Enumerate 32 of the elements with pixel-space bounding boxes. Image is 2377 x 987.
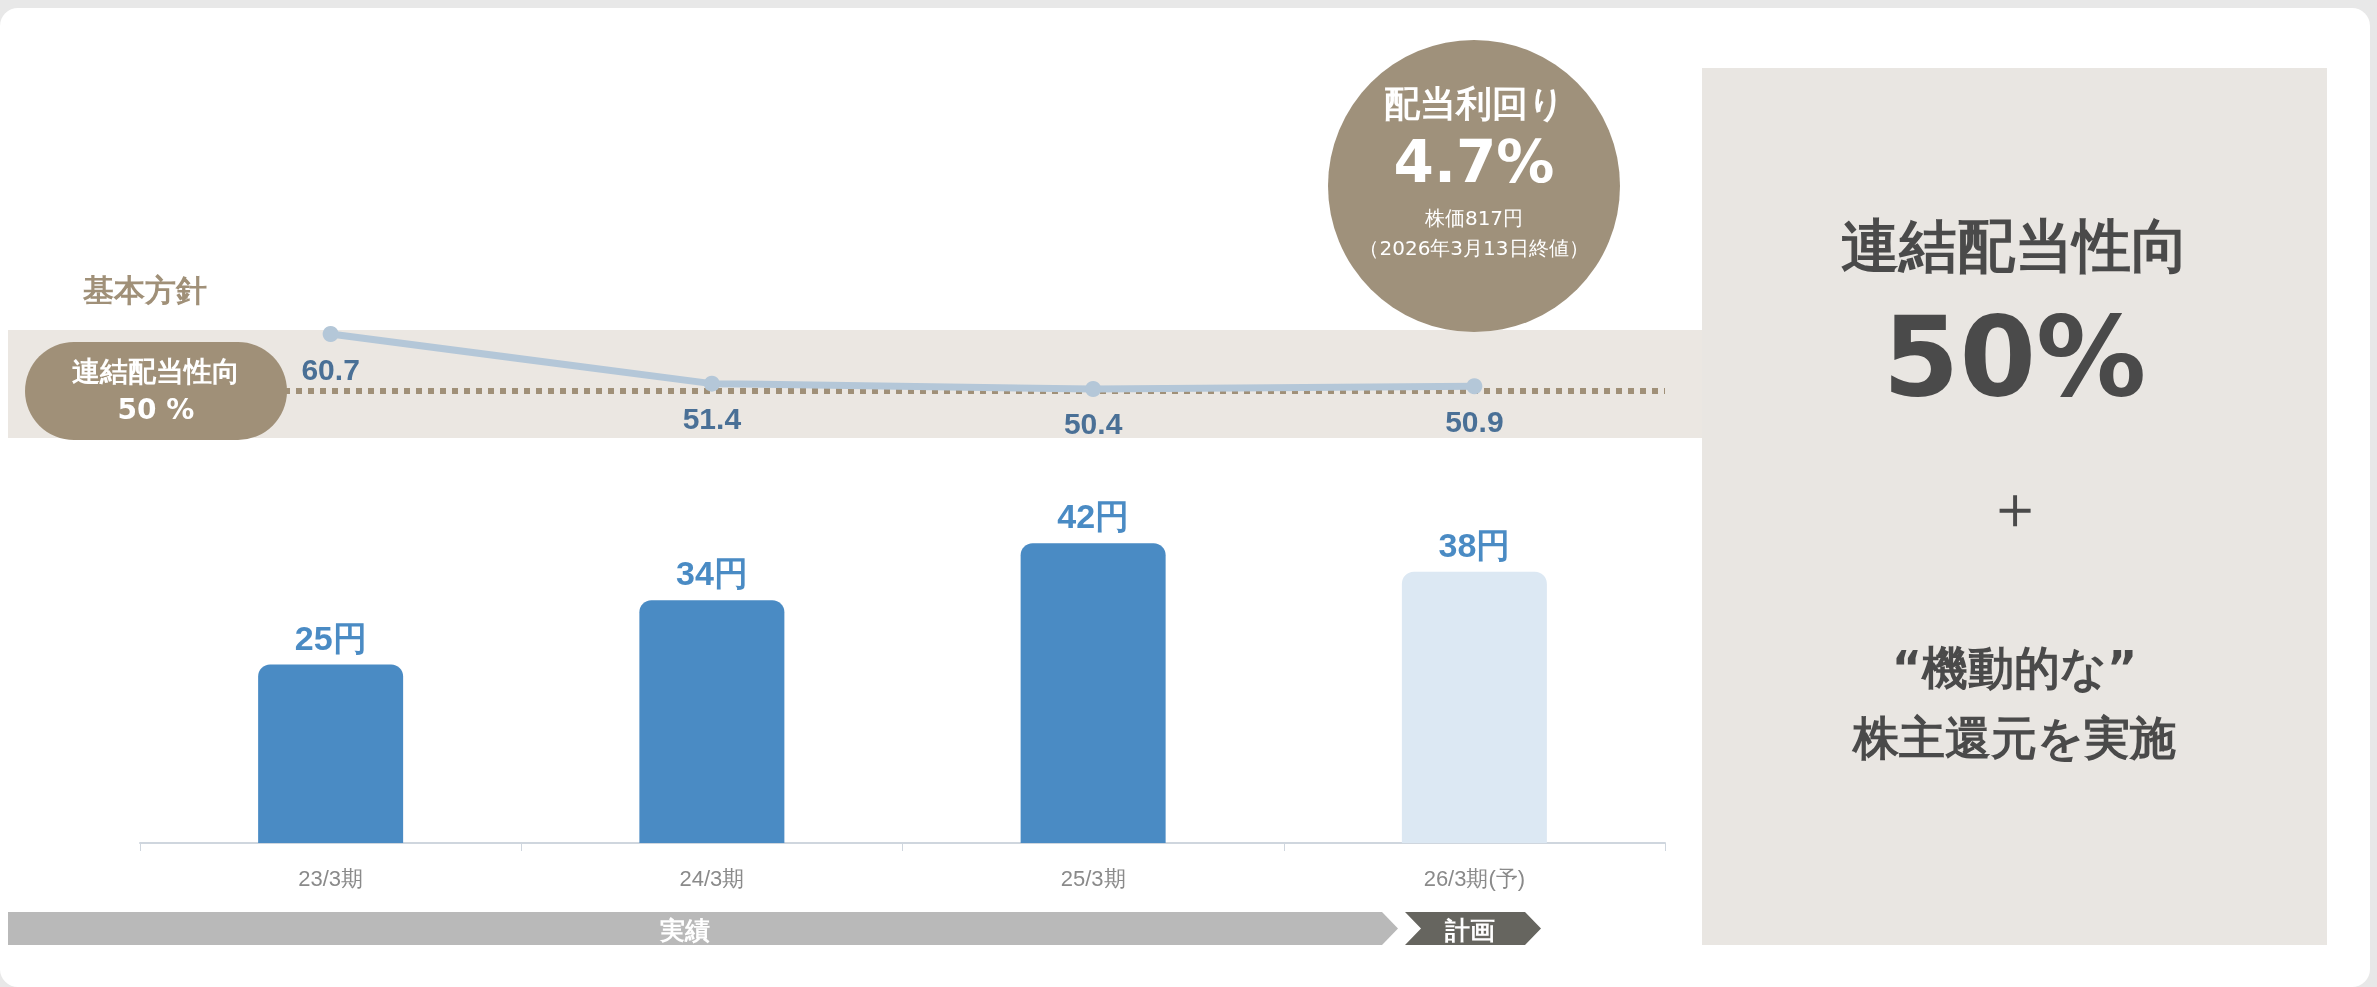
- text: 基本方針: [83, 271, 207, 310]
- point: [703, 375, 720, 392]
- bar: [1020, 543, 1166, 843]
- text: 実績: [660, 915, 710, 947]
- data-label: 60.7: [301, 352, 360, 386]
- text: 株価817円: [1423, 205, 1525, 232]
- text: 4.7%: [1392, 128, 1556, 196]
- bar: [258, 664, 404, 843]
- data-label: 42円: [1057, 497, 1130, 536]
- text: 50%: [1881, 293, 2148, 421]
- point: [322, 326, 339, 342]
- data-label: 51.4: [682, 402, 742, 436]
- bar: [639, 600, 785, 843]
- text: 計画: [1445, 915, 1495, 947]
- x-tick-label: 23/3期: [298, 865, 364, 891]
- text: 連結配当性向: [1839, 211, 2190, 282]
- text: 配当利回り: [1382, 82, 1566, 126]
- data-label: 34円: [675, 554, 748, 593]
- bar: [1401, 571, 1547, 843]
- x-tick-label: 26/3期(予): [1423, 865, 1526, 891]
- data-label: 50.9: [1445, 404, 1504, 438]
- text: 株主還元を実施: [1851, 710, 2177, 767]
- data-label: 38円: [1438, 525, 1511, 564]
- data-label: 25円: [294, 618, 367, 657]
- point: [1085, 380, 1102, 397]
- x-tick-label: 25/3期: [1060, 865, 1126, 891]
- point: [1466, 378, 1483, 395]
- data-label: 50.4: [1063, 407, 1123, 441]
- text: （2026年3月13日終値）: [1358, 235, 1590, 262]
- text: ＋: [1983, 471, 2046, 544]
- text: “機動的な”: [1890, 640, 2139, 697]
- x-tick-label: 24/3期: [679, 865, 745, 891]
